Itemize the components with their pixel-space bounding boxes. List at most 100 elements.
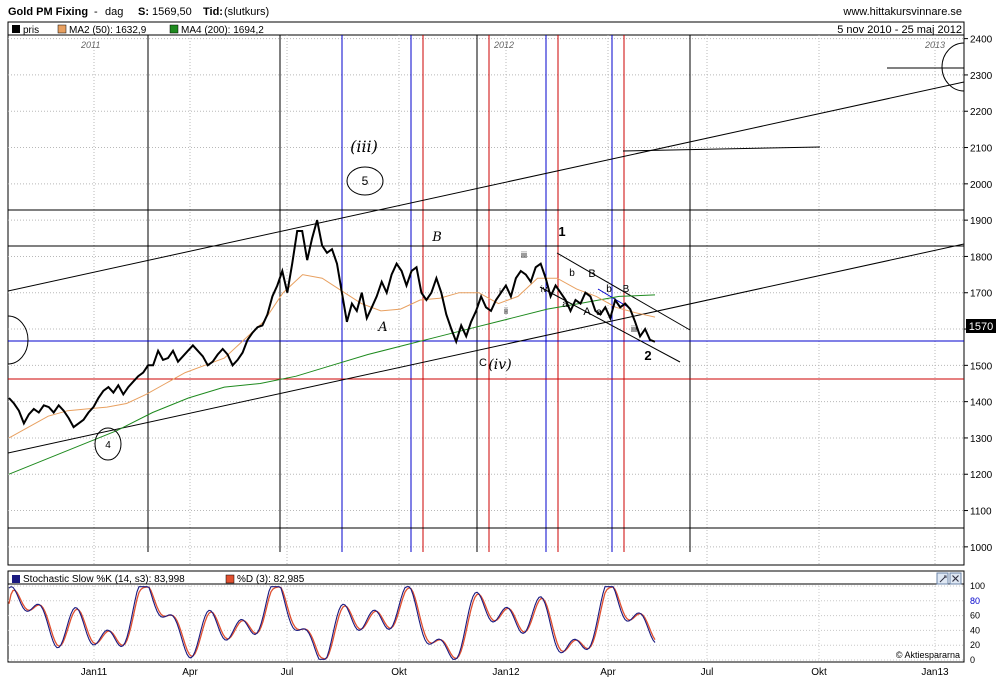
series-ma200 — [8, 294, 656, 475]
chart-title: Gold PM Fixing — [8, 6, 88, 18]
annotation-label: 2 — [644, 348, 651, 363]
y-tick-label: 2100 — [970, 144, 993, 155]
legend-swatch-ma200 — [169, 24, 179, 34]
legend-swatch-price — [12, 25, 20, 33]
annotation-label: A — [583, 306, 591, 318]
segment-2070 — [622, 146, 821, 152]
y-tick-label: 1800 — [970, 252, 993, 263]
legend: pris MA2 (50): 1632,9 MA4 (200): 1694,2 … — [12, 24, 962, 36]
x-tick-label: Apr — [600, 667, 616, 678]
drawings — [8, 35, 964, 552]
y-tick-label: 1300 — [970, 434, 993, 445]
stoch-tick-label: 40 — [970, 625, 980, 635]
y-axis: 1000110012001300140015001600170018001900… — [964, 35, 993, 554]
tid-label: Tid: — [203, 6, 223, 18]
y-tick-label: 2300 — [970, 71, 993, 82]
legend-ma50: MA2 (50): 1632,9 — [69, 25, 147, 36]
x-tick-label: Okt — [391, 667, 407, 678]
trendline-upper — [8, 81, 964, 292]
stoch-k-line — [8, 586, 656, 660]
annotation-label: iv — [541, 284, 548, 294]
annotation-label: a — [562, 299, 568, 310]
circle-left-edge — [8, 315, 29, 365]
annotation-label: C — [479, 357, 487, 369]
annotation-label: B — [588, 268, 595, 280]
annotation-label: (iv) — [488, 357, 511, 373]
close-button[interactable] — [949, 572, 962, 585]
series-price — [8, 219, 656, 429]
period-label: dag — [105, 6, 123, 18]
year-label-2012: 2012 — [493, 40, 514, 50]
stoch-series-layer — [8, 586, 656, 660]
legend-ma200: MA4 (200): 1694,2 — [181, 25, 264, 36]
stoch-tick-label: 100 — [970, 581, 985, 591]
stoch-d-line — [8, 586, 656, 660]
y-tick-label: 1100 — [970, 507, 992, 518]
annotation-label: i — [499, 287, 501, 296]
price-panel — [7, 21, 965, 566]
annotation-circle — [94, 427, 122, 461]
s-label: S: — [138, 6, 149, 18]
stoch-swatch-k — [12, 575, 20, 583]
annotation-label: iii — [521, 250, 527, 260]
y-tick-label: 1900 — [970, 216, 993, 227]
s-value: 1569,50 — [152, 6, 192, 18]
x-tick-label: Jan13 — [921, 667, 949, 678]
y-tick-label: 2200 — [970, 107, 993, 118]
last-value-box — [966, 319, 996, 333]
stoch-tick-label: 60 — [970, 611, 980, 621]
channel-upper — [556, 252, 691, 331]
credit: © Aktiespararna — [896, 650, 960, 660]
header: Gold PM Fixing - dag S: 1569,50 Tid: (sl… — [8, 6, 962, 18]
annotation-label: (iii) — [350, 137, 378, 156]
x-tick-label: Okt — [811, 667, 827, 678]
stoch-tick-label: 80 — [970, 596, 980, 606]
y-tick-label: 1700 — [970, 289, 993, 300]
series-layer — [8, 219, 656, 475]
date-range: 5 nov 2010 - 25 maj 2012 — [837, 24, 962, 36]
legend-price: pris — [23, 25, 39, 36]
site-link[interactable]: www.hittakursvinnare.se — [842, 6, 962, 18]
y-tick-label: 2400 — [970, 35, 993, 46]
stoch-grid — [8, 585, 964, 661]
channel-lower — [539, 286, 681, 363]
y-tick-label: 2000 — [970, 180, 993, 191]
period-separator: - — [94, 6, 98, 18]
stoch-tick-label: 0 — [970, 655, 975, 665]
stoch-k-label: Stochastic Slow %K (14, s3): 83,998 — [23, 574, 185, 585]
annotation-label: 4 — [105, 440, 111, 451]
x-tick-label: Jul — [281, 667, 294, 678]
annotation-label: B — [623, 284, 630, 295]
wrench-icon[interactable] — [936, 572, 949, 585]
series-ma50 — [8, 274, 656, 439]
grid-main — [8, 35, 964, 565]
tid-value: (slutkurs) — [224, 6, 269, 18]
last-value-label: 1570 — [969, 321, 993, 333]
x-tick-label: Jan12 — [492, 667, 520, 678]
year-label-2013: 2013 — [924, 40, 945, 50]
y-tick-label: 1200 — [970, 470, 993, 481]
x-axis: Jan11 Apr Jul Okt Jan12 Apr Jul Okt Jan13 — [81, 667, 949, 678]
wrench-button[interactable] — [936, 572, 949, 585]
x-tick-label: Jul — [701, 667, 714, 678]
y-tick-label: 1500 — [970, 361, 993, 372]
x-tick-label: Jan11 — [81, 667, 108, 678]
annotation-label: A — [377, 320, 387, 335]
annotation-label: iii — [631, 324, 637, 334]
annotation-circle — [346, 166, 384, 196]
annotation-label: B — [431, 230, 442, 245]
annotation-label: 5 — [362, 174, 369, 188]
annotation-label: b — [606, 284, 612, 295]
y-tick-label: 1400 — [970, 398, 993, 409]
annotation-label: ii — [504, 306, 508, 316]
year-label-2011: 2011 — [80, 40, 100, 50]
annotation-label: b — [569, 268, 575, 279]
legend-swatch-ma50 — [57, 24, 67, 34]
trendline-lower — [8, 243, 964, 454]
x-tick-label: Apr — [182, 667, 198, 678]
stoch-swatch-d — [225, 574, 235, 584]
stoch-tick-label: 20 — [970, 640, 980, 650]
stoch-axis: 0 20 40 60 80 100 — [970, 581, 985, 665]
